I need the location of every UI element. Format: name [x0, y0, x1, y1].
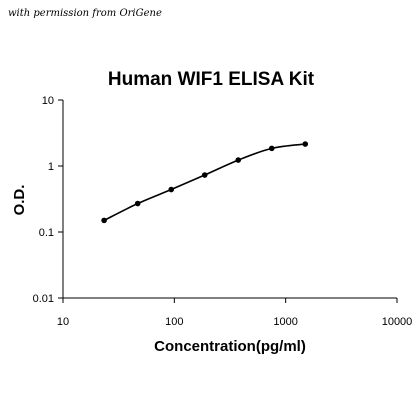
x-tick-label: 100 [165, 316, 183, 328]
data-point [268, 145, 275, 152]
chart-title: Human WIF1 ELISA Kit [108, 69, 315, 90]
ticks: 0.01 0.1 1 10 10 100 1000 10000 [33, 95, 413, 328]
x-tick-label: 10000 [382, 316, 413, 328]
x-tick-label: 10 [57, 316, 69, 328]
trendline [103, 143, 306, 222]
x-axis-label: Concentration(pg/ml) [154, 338, 306, 355]
x-tick-label: 1000 [273, 316, 297, 328]
y-tick-label: 1 [48, 161, 54, 173]
data-point [201, 172, 208, 178]
data-points [101, 141, 309, 224]
data-point [168, 186, 175, 193]
y-axis-label: O.D. [11, 185, 28, 216]
axes [62, 100, 397, 299]
data-point [101, 217, 107, 224]
y-tick-label: 0.01 [33, 293, 54, 305]
data-point [302, 141, 309, 147]
data-point [235, 157, 242, 163]
credit-text: with permission from OriGene [8, 8, 162, 19]
data-point [134, 200, 141, 207]
y-tick-label: 0.1 [39, 227, 54, 239]
y-tick-label: 10 [42, 95, 54, 107]
